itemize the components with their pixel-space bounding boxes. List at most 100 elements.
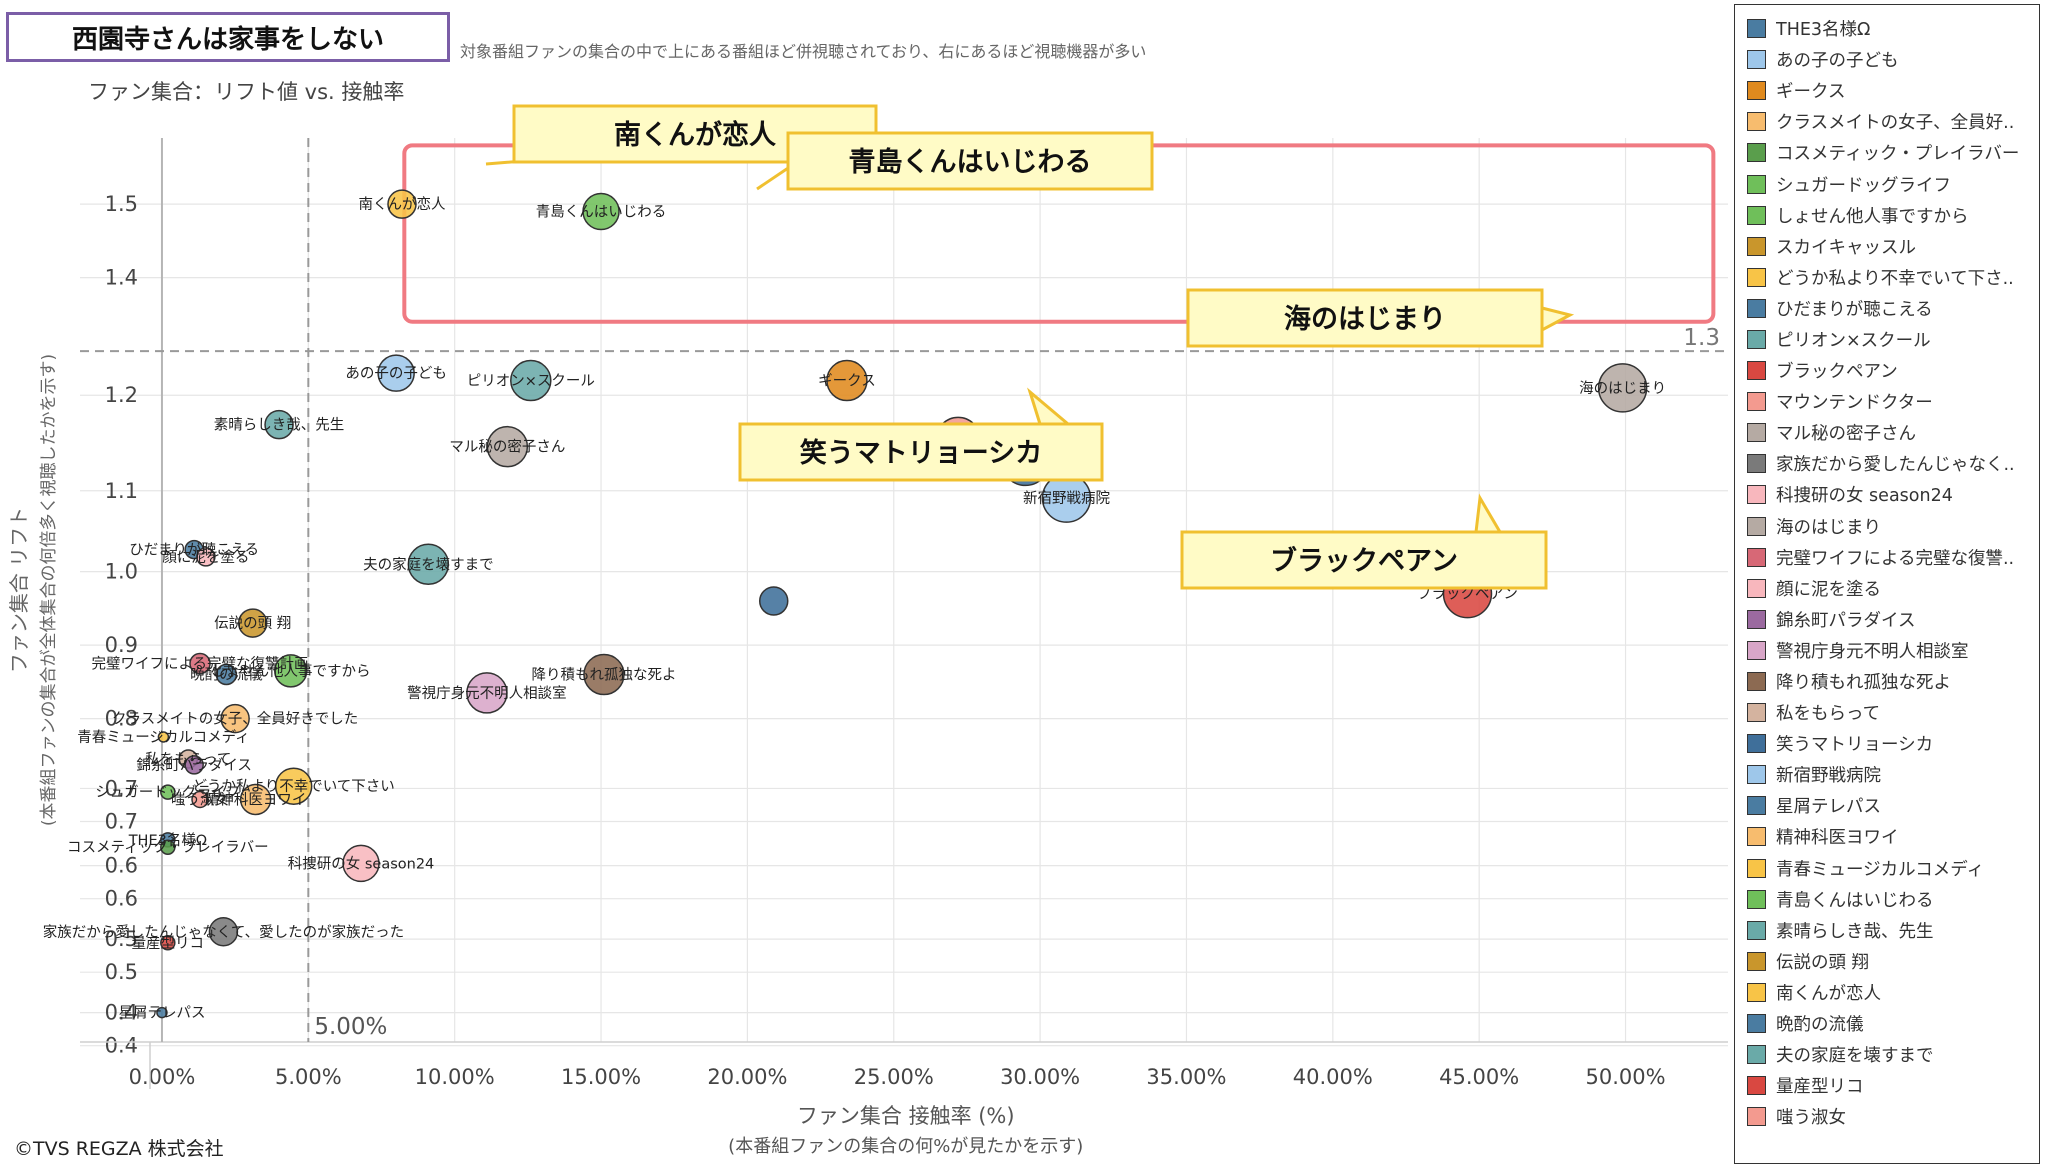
- legend-label: 家族だから愛したんじゃなく..: [1776, 455, 2015, 476]
- data-point-label: 量産型リコ: [132, 935, 205, 952]
- legend-item: 科捜研の女 season24: [1735, 479, 2039, 510]
- copyright-text: ©TVS REGZA 株式会社: [14, 1138, 224, 1160]
- legend-item: THE3名様Ω: [1735, 13, 2039, 44]
- x-tick-label: 5.00%: [275, 1065, 342, 1089]
- data-point: [189, 652, 211, 675]
- data-point-label: 私をもらって: [145, 751, 231, 768]
- legend-label: ギークス: [1776, 82, 1846, 103]
- legend-item: 素晴らしき哉、先生: [1735, 915, 2039, 946]
- legend-item: 私をもらって: [1735, 697, 2039, 728]
- callout-text: 笑うマトリョーシカ: [800, 437, 1042, 469]
- callout-pointer: [1540, 306, 1575, 333]
- data-point-label: 警視庁身元不明人相談室: [407, 685, 567, 702]
- legend-swatch: [1747, 734, 1766, 754]
- callout-box: [786, 131, 1154, 191]
- legend-swatch: [1747, 392, 1766, 412]
- legend-swatch: [1747, 174, 1766, 194]
- legend-item: 降り積もれ孤独な死よ: [1735, 666, 2039, 697]
- data-point: [237, 608, 268, 638]
- legend-label: マウンテンドクター: [1776, 393, 1933, 414]
- y-tick-label: 1.0: [105, 560, 138, 584]
- legend-item: 南くんが恋人: [1735, 977, 2039, 1008]
- callout-box: [1180, 530, 1548, 590]
- legend-label: 素晴らしき哉、先生: [1776, 921, 1934, 942]
- data-point-label: 科捜研の女 season24: [288, 854, 435, 872]
- data-point: [510, 359, 552, 402]
- legend-label: シュガードッグライフ: [1776, 175, 1951, 196]
- legend-item: コスメティック・プレイラバー: [1735, 137, 2039, 168]
- callout-box: [738, 422, 1104, 482]
- y-tick-label: 0.9: [105, 633, 138, 657]
- legend-label: 顔に泥を塗る: [1776, 579, 1881, 600]
- x-tick-label: 40.00%: [1293, 1065, 1373, 1089]
- callout-text: ブラックペアン: [1270, 545, 1458, 577]
- legend-swatch: [1747, 982, 1766, 1002]
- legend-swatch: [1747, 672, 1766, 692]
- legend-swatch: [1747, 547, 1766, 567]
- legend-item: 警視庁身元不明人相談室: [1735, 635, 2039, 666]
- legend-swatch: [1747, 267, 1766, 287]
- legend-swatch: [1747, 889, 1766, 909]
- header-note: 対象番組ファンの集合の中で上にある番組ほど併視聴されており、右にあるほど視聴機器…: [460, 42, 1147, 61]
- chart-title-box: 西園寺さんは家事をしない: [6, 12, 450, 62]
- x-tick-label: 45.00%: [1439, 1065, 1519, 1089]
- legend-item: シュガードッグライフ: [1735, 168, 2039, 199]
- data-point-label: しょせん他人事ですから: [211, 663, 371, 680]
- data-point: [184, 755, 204, 775]
- legend-label: 降り積もれ孤独な死よ: [1776, 673, 1951, 694]
- data-point: [387, 189, 417, 219]
- data-point-label: クラスメイトの女子、全員好きでした: [112, 710, 358, 728]
- legend-label: あの子の子ども: [1776, 51, 1899, 72]
- legend-swatch: [1747, 609, 1766, 629]
- callout-text: 青島くんはいじわる: [849, 147, 1092, 178]
- data-point-label: 素晴らしき哉、先生: [214, 417, 345, 434]
- legend-label: 晩酌の流儀: [1776, 1015, 1864, 1036]
- legend-label: マル秘の密子さん: [1776, 424, 1916, 445]
- legend-swatch: [1747, 640, 1766, 660]
- y-tick-label: 0.4: [105, 1034, 138, 1058]
- x-tick-label: 30.00%: [1000, 1065, 1080, 1089]
- data-point: [582, 192, 620, 231]
- data-point: [758, 586, 789, 616]
- legend-label: 量産型リコ: [1776, 1077, 1864, 1098]
- ref-line-y-label: 1.3: [1683, 325, 1720, 351]
- y-axis-title: ファン集合 リフト: [7, 507, 31, 673]
- legend-item: 青島くんはいじわる: [1735, 884, 2039, 915]
- legend-swatch: [1747, 236, 1766, 256]
- data-point: [196, 547, 216, 567]
- chart-subtitle: ファン集合：リフト値 vs. 接触率: [88, 80, 405, 104]
- legend-label: スカイキャッスル: [1776, 237, 1916, 258]
- legend-item: 精神科医ヨワイ: [1735, 821, 2039, 852]
- legend-label: THE3名様Ω: [1776, 20, 1871, 41]
- legend-item: あの子の子ども: [1735, 44, 2039, 75]
- data-point-label: あの子の子ども: [345, 365, 447, 382]
- legend-label: ひだまりが聴こえる: [1776, 299, 1933, 320]
- legend-label: 完璧ワイフによる完璧な復讐..: [1776, 548, 2015, 569]
- y-tick-label: 0.8: [105, 707, 138, 731]
- data-point: [407, 543, 450, 586]
- legend-item: マウンテンドクター: [1735, 386, 2039, 417]
- data-point-label: 顔に泥を塗る: [162, 548, 249, 566]
- legend-item: クラスメイトの女子、全員好..: [1735, 106, 2039, 137]
- data-point: [191, 790, 209, 809]
- legend-swatch: [1747, 485, 1766, 505]
- legend-label: 南くんが恋人: [1776, 983, 1881, 1004]
- x-tick-label: 0.00%: [129, 1065, 196, 1089]
- legend-swatch: [1747, 19, 1766, 39]
- x-tick-label: 35.00%: [1146, 1065, 1226, 1089]
- callout-text: 南くんが恋人: [614, 119, 776, 151]
- legend-item: 星屑テレパス: [1735, 790, 2039, 821]
- legend-item: 家族だから愛したんじゃなく..: [1735, 448, 2039, 479]
- y-axis-subtitle: (本番組ファンの集合が全体集合の何倍多く視聴したかを示す): [39, 354, 59, 826]
- data-point-label: どうか私より不幸でいて下さい: [193, 778, 395, 795]
- data-point-label: 家族だから愛したんじゃなくて、愛したのが家族だった: [43, 924, 404, 941]
- callout-pointer: [1474, 493, 1503, 534]
- legend-swatch: [1747, 951, 1766, 971]
- y-tick-label: 0.5: [105, 960, 138, 984]
- legend-item: 顔に泥を塗る: [1735, 573, 2039, 604]
- legend-label: 青島くんはいじわる: [1776, 890, 1934, 911]
- legend-label: 錦糸町パラダイス: [1776, 610, 1916, 631]
- x-axis-subtitle: (本番組ファンの集合の何%が見たかを示す): [728, 1136, 1083, 1157]
- legend-item: スカイキャッスル: [1735, 231, 2039, 262]
- data-point: [156, 1006, 168, 1019]
